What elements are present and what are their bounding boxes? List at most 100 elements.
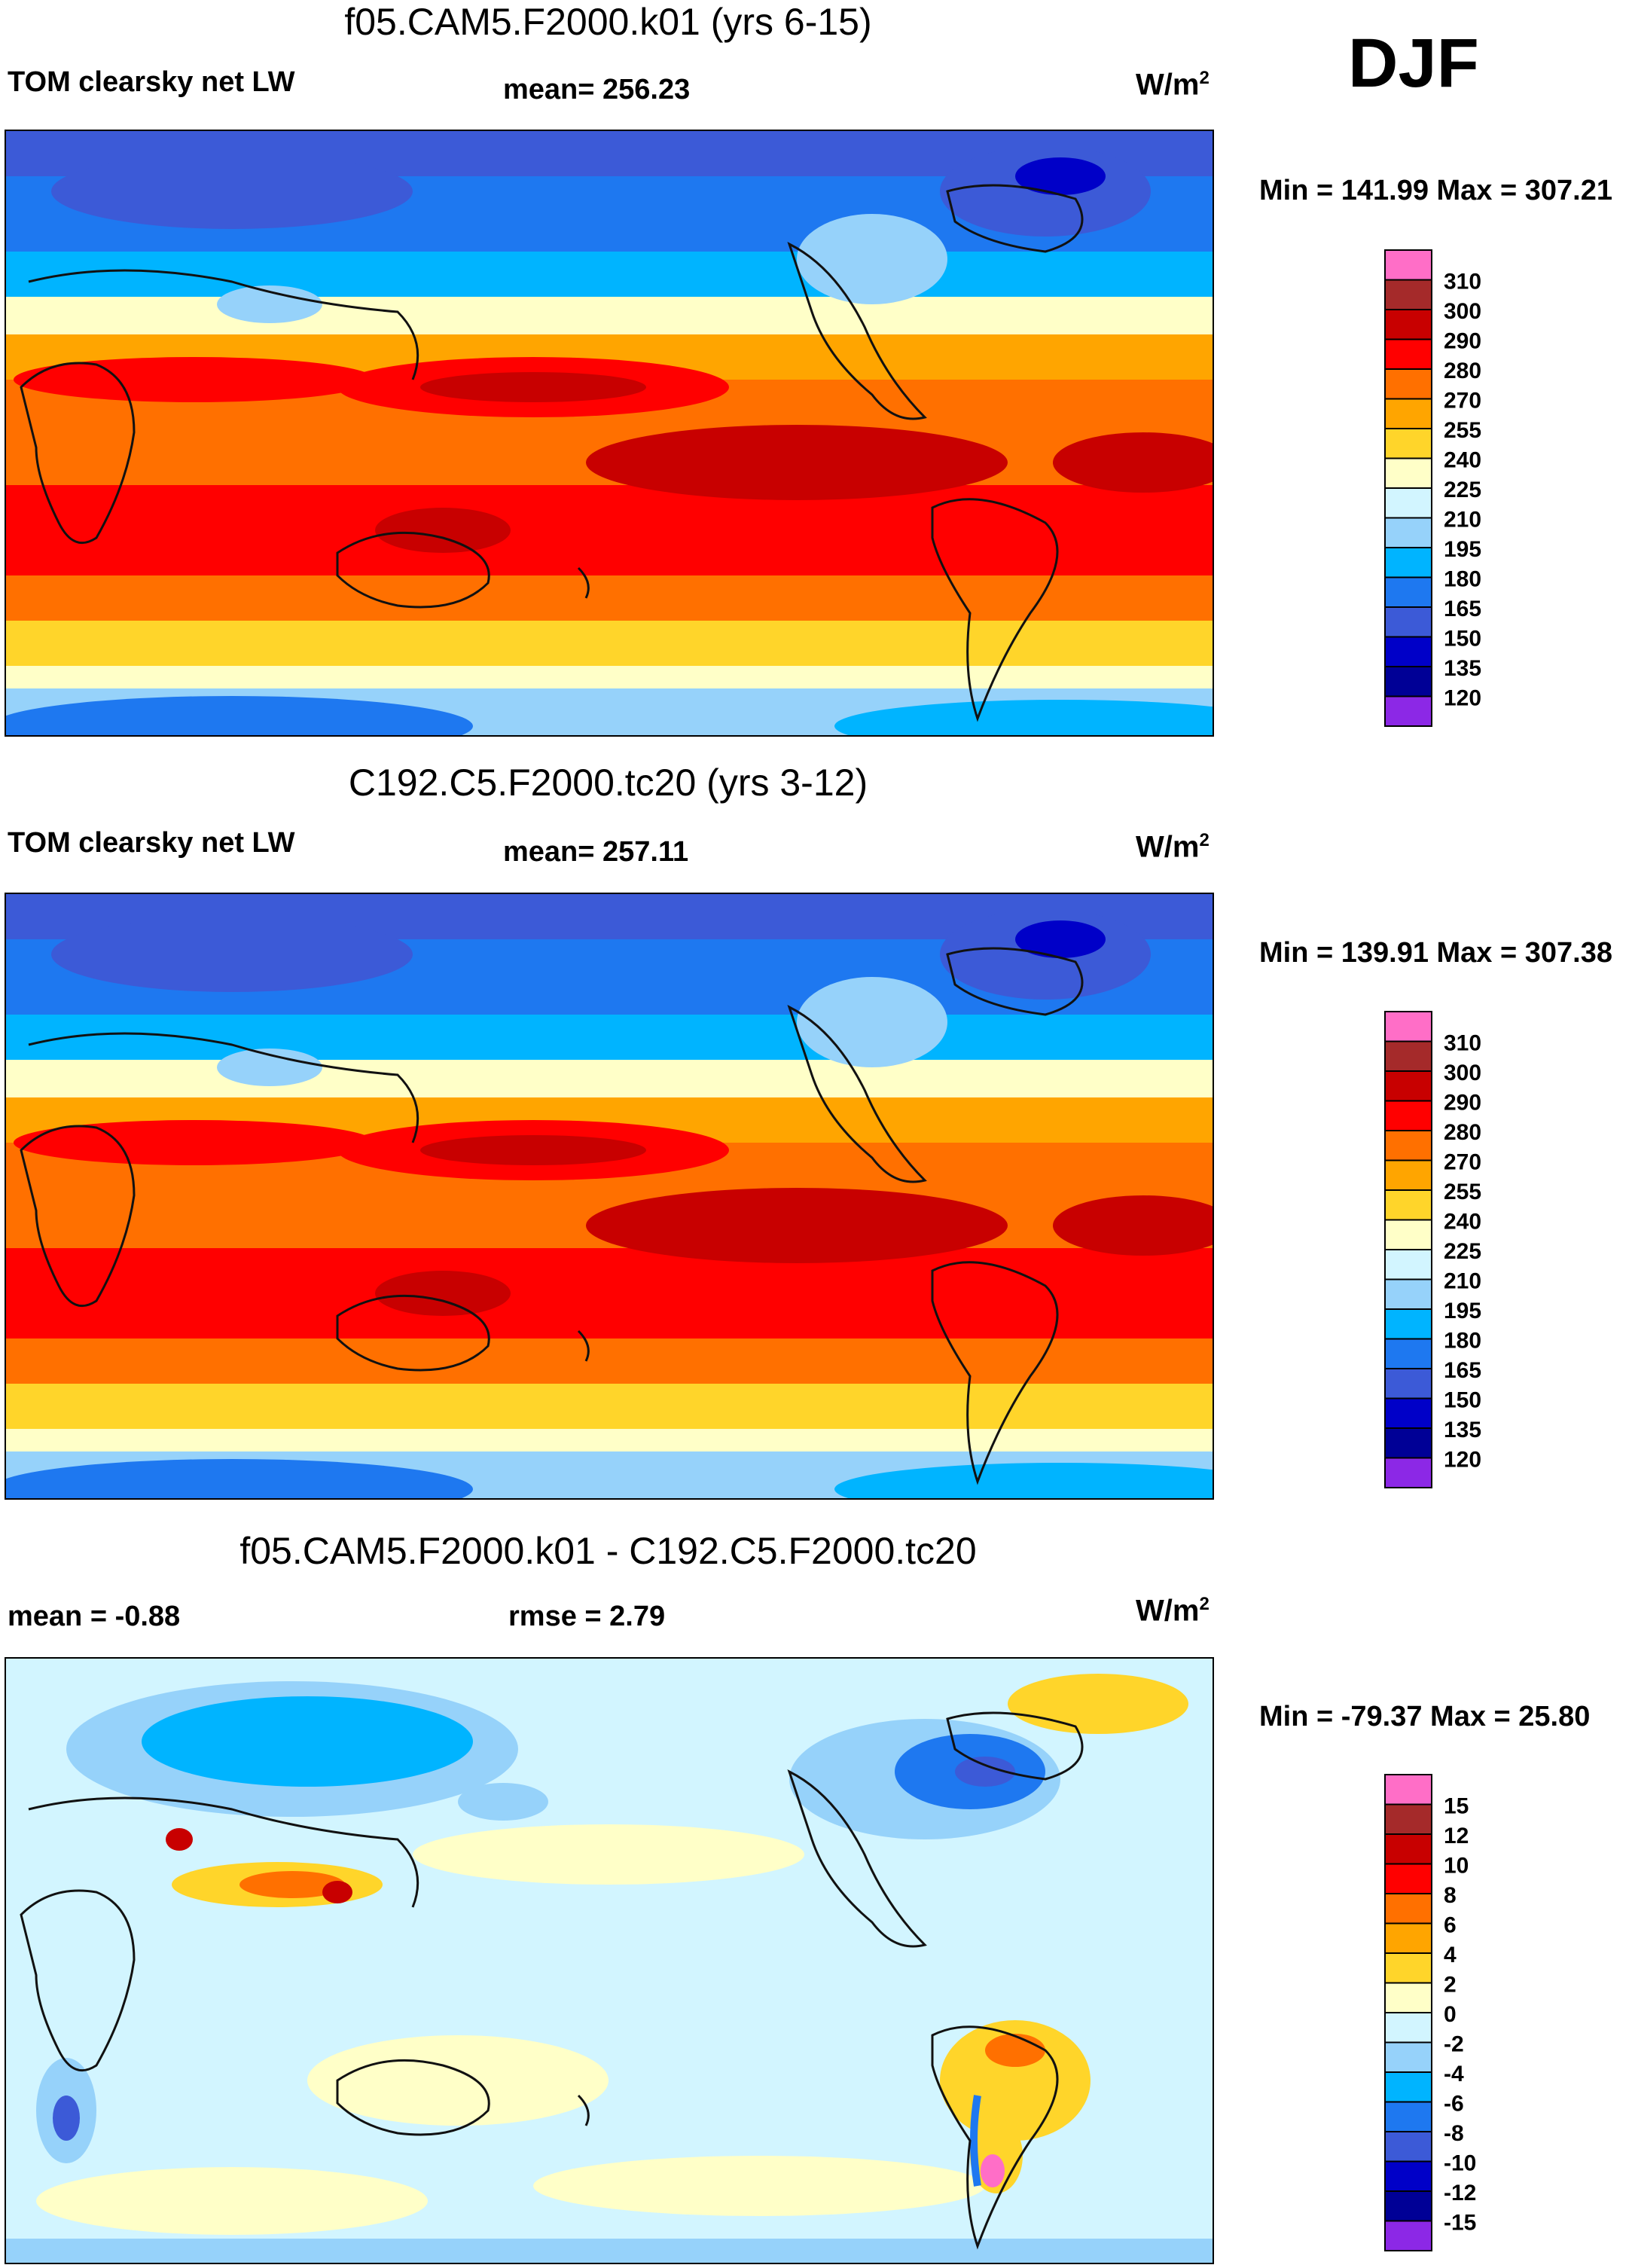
panel3-colorbar-tick-label: 10 [1444,1854,1469,1879]
panel2-colorbar-swatch-0 [1384,1011,1432,1042]
panel2-colorbar-tick-label: 135 [1444,1418,1481,1442]
panel3-map-field [6,1659,1213,2263]
panel1-colorbar-tick-label: 165 [1444,597,1481,621]
panel2-colorbar-tick-label: 270 [1444,1150,1481,1175]
panel2-colorbar-swatch-8 [1384,1249,1432,1281]
panel2-title: C192.C5.F2000.tc20 (yrs 3-12) [348,762,868,804]
panel2-colorbar-tick-label: 195 [1444,1299,1481,1323]
panel1-units: W/m2 [1136,68,1210,102]
panel2-colorbar-tick-label: 150 [1444,1388,1481,1413]
panel2-colorbar-tick-label: 310 [1444,1031,1481,1056]
panel1-colorbar-swatch-14 [1384,666,1432,697]
panel1-colorbar-tick-label: 195 [1444,537,1481,562]
panel1-colorbar-tick-label: 135 [1444,656,1481,681]
panel2-colorbar-swatch-6 [1384,1189,1432,1221]
panel3-colorbar-swatch-8 [1384,2012,1432,2044]
panel2-colorbar: 310 300 290 280 270 255 240 225 210 195 180 165 150 1… [1383,1010,1527,1492]
panel1-colorbar-tick-label: 150 [1444,627,1481,652]
panel1-mean-label: mean= 256.23 [503,74,691,105]
panel1-colorbar-swatch-4 [1384,368,1432,400]
panel2-colorbar-tick-label: 300 [1444,1061,1481,1085]
panel3-map [5,1657,1214,2264]
panel3-colorbar-swatch-9 [1384,2041,1432,2073]
season-label: DJF [1348,25,1479,102]
panel1-map [5,130,1214,737]
panel3-colorbar: 15 12 10 8 6 4 2 0 -2 -4 -6 -8 -10 -12 -15 [1383,1773,1527,2255]
panel2-colorbar-swatch-7 [1384,1219,1432,1250]
panel1-colorbar-swatch-8 [1384,487,1432,519]
panel2-colorbar-tick-label: 240 [1444,1210,1481,1235]
panel2-colorbar-tick-label: 280 [1444,1120,1481,1145]
panel3-colorbar-tick-label: 8 [1444,1883,1457,1908]
panel3-colorbar-swatch-1 [1384,1803,1432,1835]
panel3-colorbar-tick-label: -10 [1444,2151,1476,2176]
panel3-colorbar-tick-label: -15 [1444,2211,1476,2236]
panel3-colorbar-swatch-15 [1384,2220,1432,2251]
panel1-colorbar-swatch-3 [1384,338,1432,370]
panel3-colorbar-tick-label: -12 [1444,2181,1476,2205]
panel3-colorbar-tick-label: -2 [1444,2032,1464,2057]
panel3-colorbar-tick-label: 4 [1444,1943,1457,1967]
panel2-map-field [6,894,1213,1498]
panel1-colorbar-swatch-9 [1384,517,1432,548]
panel2-colorbar-swatch-11 [1384,1338,1432,1369]
panel3-mean-label: mean = -0.88 [8,1601,181,1632]
panel3-colorbar-tick-label: 15 [1444,1794,1469,1819]
panel3-units: W/m2 [1136,1594,1210,1628]
panel2-colorbar-tick-label: 255 [1444,1180,1481,1204]
panel2-colorbar-swatch-10 [1384,1308,1432,1340]
panel3-colorbar-tick-label: 0 [1444,2002,1457,2027]
panel1-title: f05.CAM5.F2000.k01 (yrs 6-15) [344,1,872,43]
panel3-colorbar-swatch-12 [1384,2131,1432,2163]
panel1-map-field [6,131,1213,735]
panel2-colorbar-swatch-13 [1384,1397,1432,1429]
panel2-colorbar-tick-label: 290 [1444,1091,1481,1116]
panel1-variable-label: TOM clearsky net LW [8,66,295,98]
panel1-colorbar-tick-label: 240 [1444,448,1481,473]
panel1-colorbar-swatch-15 [1384,695,1432,727]
panel2-colorbar-svg: 310 300 290 280 270 255 240 225 210 195 180 165 150 1… [1384,1011,1481,1488]
panel1-colorbar-swatch-11 [1384,576,1432,608]
panel2-colorbar-tick-label: 225 [1444,1239,1481,1264]
panel3-colorbar-swatch-14 [1384,2190,1432,2222]
panel1-colorbar-tick-label: 300 [1444,299,1481,324]
panel3-colorbar-swatch-0 [1384,1774,1432,1806]
panel1-colorbar-swatch-0 [1384,249,1432,281]
panel3-colorbar-swatch-10 [1384,2071,1432,2103]
panel3-colorbar-tick-label: -6 [1444,2092,1464,2117]
panel3-colorbar-tick-label: 2 [1444,1973,1457,1998]
panel3-colorbar-svg: 15 12 10 8 6 4 2 0 -2 -4 -6 -8 -10 -12 -15 [1384,1774,1476,2251]
panel2-variable-label: TOM clearsky net LW [8,827,295,859]
panel2-colorbar-swatch-12 [1384,1368,1432,1400]
panel2-colorbar-tick-label: 165 [1444,1358,1481,1383]
panel2-colorbar-swatch-1 [1384,1040,1432,1072]
panel3-colorbar-swatch-7 [1384,1982,1432,2013]
panel3-colorbar-tick-label: 6 [1444,1913,1457,1938]
panel3-colorbar-swatch-4 [1384,1893,1432,1925]
panel1-colorbar-swatch-5 [1384,398,1432,429]
panel2-colorbar-swatch-2 [1384,1070,1432,1102]
panel3-minmax: Min = -79.37 Max = 25.80 [1259,1701,1591,1732]
panel1-colorbar-tick-label: 225 [1444,478,1481,502]
panel3-rmse-label: rmse = 2.79 [508,1601,666,1632]
panel2-colorbar-tick-label: 120 [1444,1448,1481,1473]
panel2-colorbar-swatch-9 [1384,1278,1432,1310]
panel1-colorbar-swatch-12 [1384,606,1432,638]
panel1-colorbar-swatch-10 [1384,547,1432,578]
panel1-colorbar-tick-label: 180 [1444,567,1481,592]
panel2-mean-label: mean= 257.11 [503,836,689,868]
panel3-colorbar-tick-label: 12 [1444,1824,1469,1848]
panel3-colorbar-tick-label: -8 [1444,2121,1464,2146]
panel1-colorbar-tick-label: 270 [1444,389,1481,414]
panel2-map [5,893,1214,1500]
panel1-colorbar-swatch-7 [1384,457,1432,489]
panel3-colorbar-swatch-13 [1384,2160,1432,2192]
panel1-colorbar-tick-label: 290 [1444,329,1481,354]
panel1-colorbar-swatch-6 [1384,428,1432,459]
panel3-colorbar-swatch-6 [1384,1952,1432,1984]
panel3-title: f05.CAM5.F2000.k01 - C192.C5.F2000.tc20 [239,1530,977,1572]
panel2-minmax: Min = 139.91 Max = 307.38 [1259,937,1612,969]
panel1-minmax: Min = 141.99 Max = 307.21 [1259,175,1612,206]
panel2-colorbar-tick-label: 210 [1444,1269,1481,1294]
panel1-colorbar-tick-label: 280 [1444,359,1481,383]
